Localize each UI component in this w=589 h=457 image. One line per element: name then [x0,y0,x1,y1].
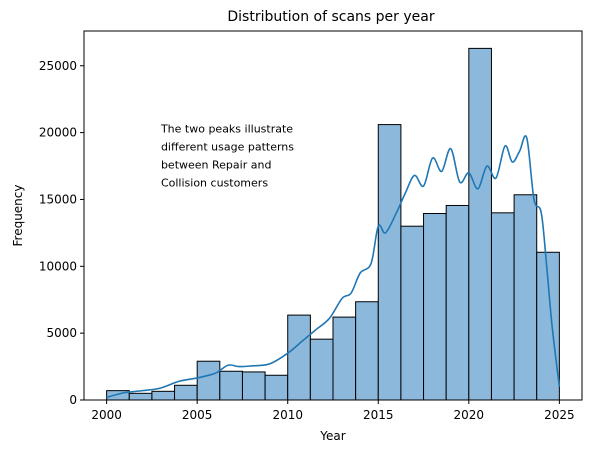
x-axis-label: Year [319,429,345,443]
y-tick-label: 0 [69,393,77,407]
x-tick-label: 2015 [363,408,394,422]
histogram-bar [128,392,153,401]
histogram-bar [423,212,447,401]
histogram-bar [490,212,515,401]
histogram-bar [468,47,492,401]
kde-curve [106,135,561,399]
x-tick-label: 2005 [182,408,213,422]
x-tick-label: 2025 [544,408,575,422]
histogram-bar [513,194,538,401]
y-tick-label: 20000 [39,126,77,140]
x-axis: 2000 2005 2010 2015 2020 2025 [91,400,575,422]
axes-frame [83,30,583,401]
histogram-bar [174,384,198,401]
annotation-line: Collision customers [161,177,268,190]
x-tick-label: 2020 [454,408,485,422]
x-tick-label: 2000 [91,408,122,422]
annotation-line: between Repair and [161,159,271,172]
y-tick-label: 10000 [39,259,77,273]
y-axis-label: Frequency [11,185,25,247]
histogram-bar [241,371,266,401]
y-tick-label: 25000 [39,59,77,73]
histogram-bar [219,370,243,401]
y-axis: 0 5000 10000 15000 20000 25000 [39,59,84,407]
annotation-line: different usage patterns [161,141,294,154]
histogram-bar [196,360,221,401]
histogram-bar [287,314,311,401]
annotation-line: The two peaks illustrate [160,123,293,136]
histogram-bar [264,374,289,401]
histogram-bar [400,225,425,401]
histogram-bar [151,390,176,401]
y-tick-label: 15000 [39,192,77,206]
x-tick-label: 2010 [272,408,303,422]
histogram-bar [377,124,402,401]
histogram-bar [355,301,379,401]
histogram-bar [332,316,357,401]
histogram-bar [309,338,334,401]
chart-title: Distribution of scans per year [227,9,434,25]
histogram-bars [106,47,560,401]
annotation: The two peaks illustrate different usage … [160,123,294,190]
y-tick-label: 5000 [46,326,77,340]
histogram-bar [445,204,470,401]
